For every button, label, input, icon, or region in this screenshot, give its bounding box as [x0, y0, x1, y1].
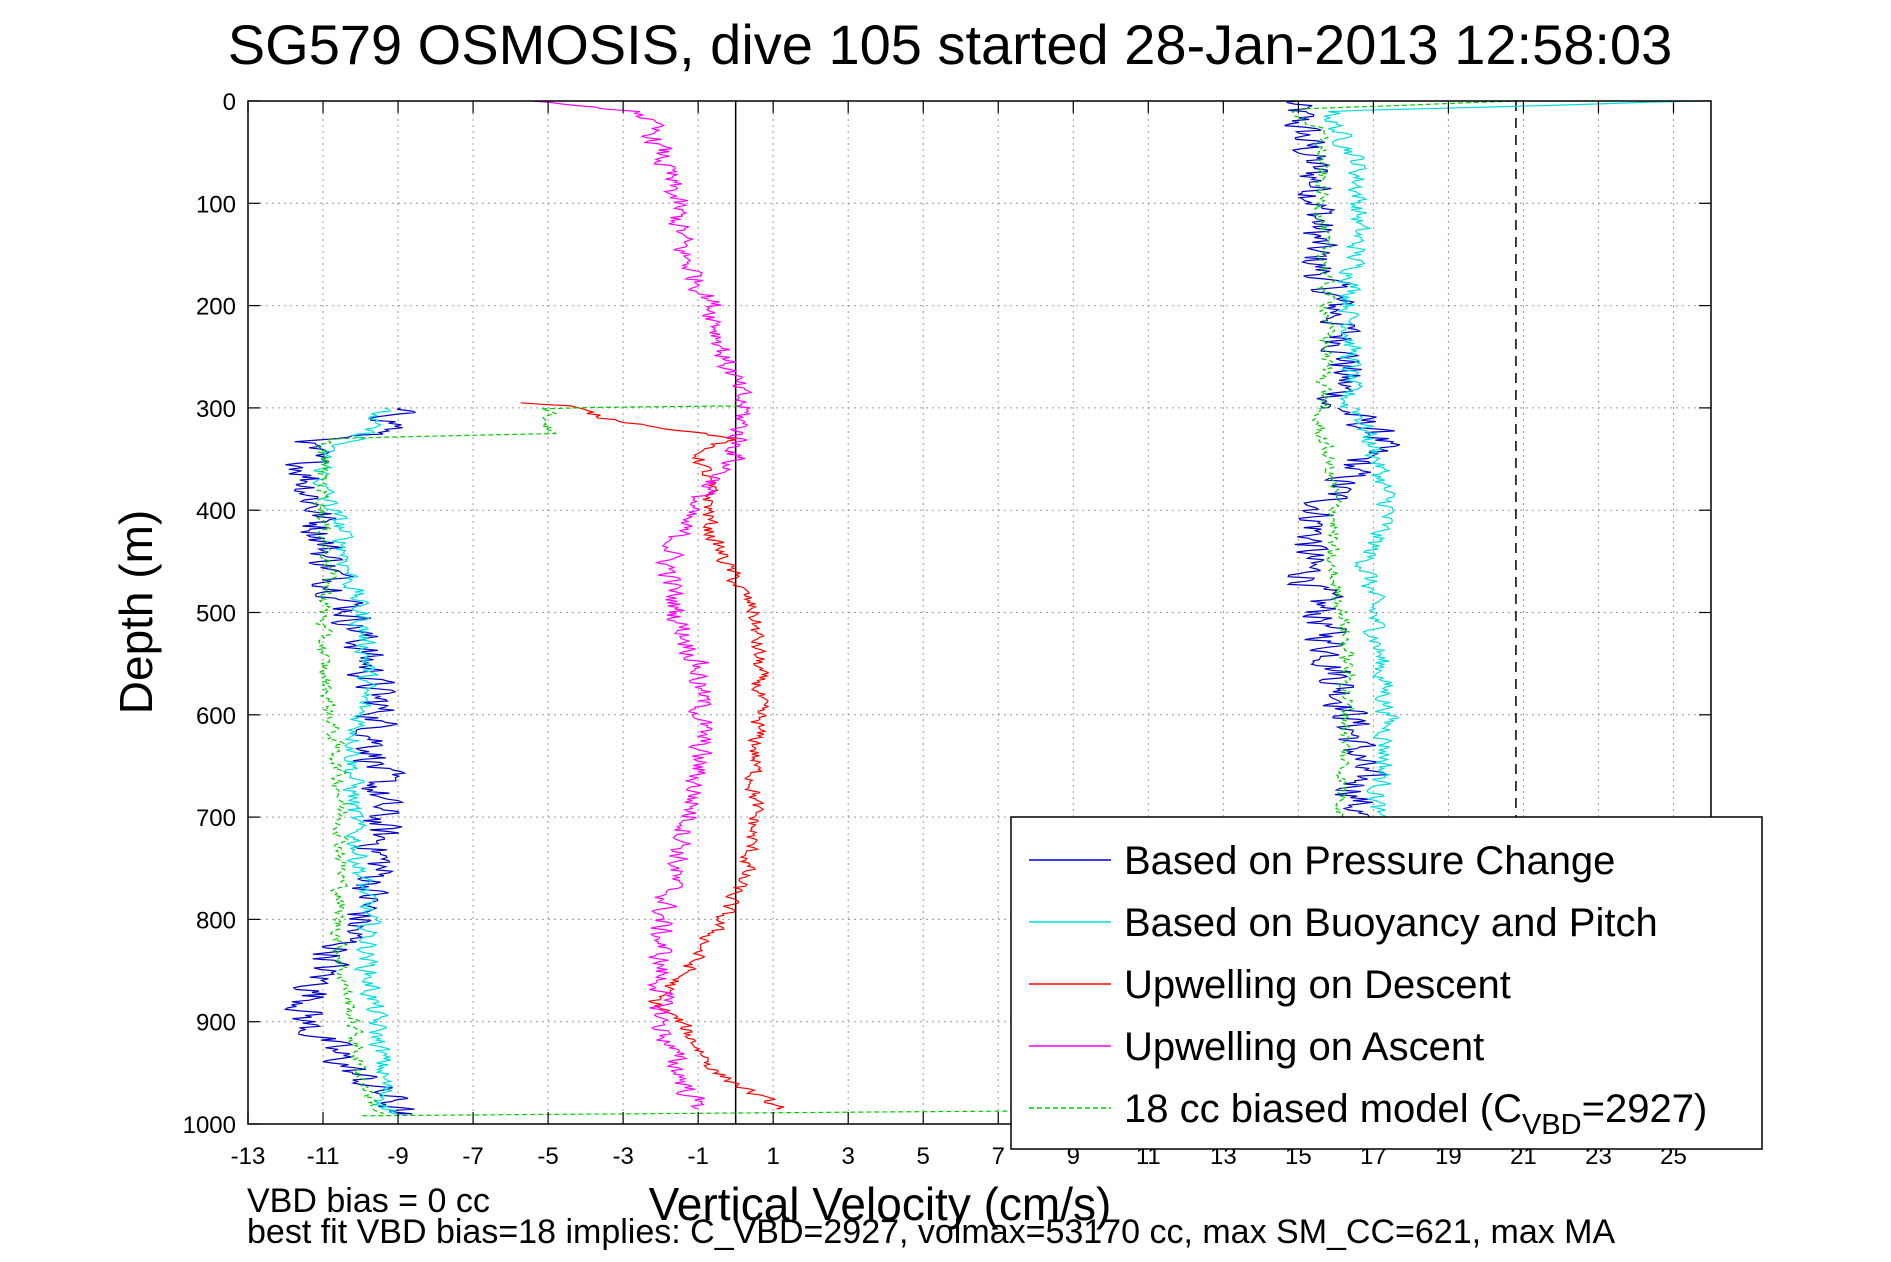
x-tick-label: -9 [387, 1143, 408, 1170]
y-axis-label: Depth (m) [110, 510, 162, 714]
y-tick-label: 600 [196, 703, 236, 730]
legend-entry-label: 18 cc biased model (CVBD=2927) [1124, 1087, 1707, 1141]
x-tick-label: -11 [307, 1143, 340, 1170]
series-line [360, 407, 1357, 1117]
x-tick-label: 3 [842, 1143, 855, 1170]
legend-entry-label: Based on Pressure Change [1124, 839, 1615, 883]
legend-entry-label: Upwelling on Descent [1124, 963, 1511, 1007]
x-tick-label: 5 [917, 1143, 930, 1170]
x-tick-label: -5 [537, 1143, 558, 1170]
y-tick-label: 800 [196, 907, 236, 934]
y-tick-label: 0 [223, 89, 236, 116]
series-lines [284, 100, 1701, 1117]
x-tick-label: -13 [231, 1143, 266, 1170]
legend-box [1010, 816, 1763, 1150]
x-tick-label: -3 [612, 1143, 633, 1170]
x-tick-label: -1 [687, 1143, 708, 1170]
footer-line-1: VBD bias = 0 cc [247, 1182, 490, 1220]
x-tick-label: -7 [462, 1143, 483, 1170]
y-tick-label: 100 [196, 191, 236, 218]
y-tick-label: 500 [196, 601, 236, 628]
legend-entry-label: Based on Buoyancy and Pitch [1124, 901, 1658, 945]
y-tick-label: 300 [196, 396, 236, 423]
series-line [520, 402, 785, 1110]
y-tick-label: 1000 [183, 1112, 236, 1139]
y-tick-label: 400 [196, 498, 236, 525]
x-tick-label: 7 [992, 1143, 1005, 1170]
chart-title: SG579 OSMOSIS, dive 105 started 28-Jan-2… [228, 13, 1672, 76]
y-tick-label: 700 [196, 805, 236, 832]
series-line [531, 100, 753, 1110]
x-tick-label: 1 [766, 1143, 779, 1170]
footer-line-2: best fit VBD bias=18 implies: C_VBD=2927… [247, 1213, 1616, 1251]
series-line [312, 407, 399, 1115]
y-tick-labels: 0 100 200 300 400 500 600 700 800 900 1000 [183, 89, 1711, 1139]
legend-entry-label: Upwelling on Ascent [1124, 1025, 1484, 1069]
legend: Based on Pressure Change Based on Buoyanc… [1010, 816, 1763, 1150]
y-tick-label: 900 [196, 1010, 236, 1037]
x-axis-label: Vertical Velocity (cm/s) [649, 1178, 1112, 1230]
series-line [1322, 100, 1701, 409]
y-tick-label: 200 [196, 294, 236, 321]
series-line [284, 407, 416, 1115]
series-line [1290, 100, 1519, 409]
